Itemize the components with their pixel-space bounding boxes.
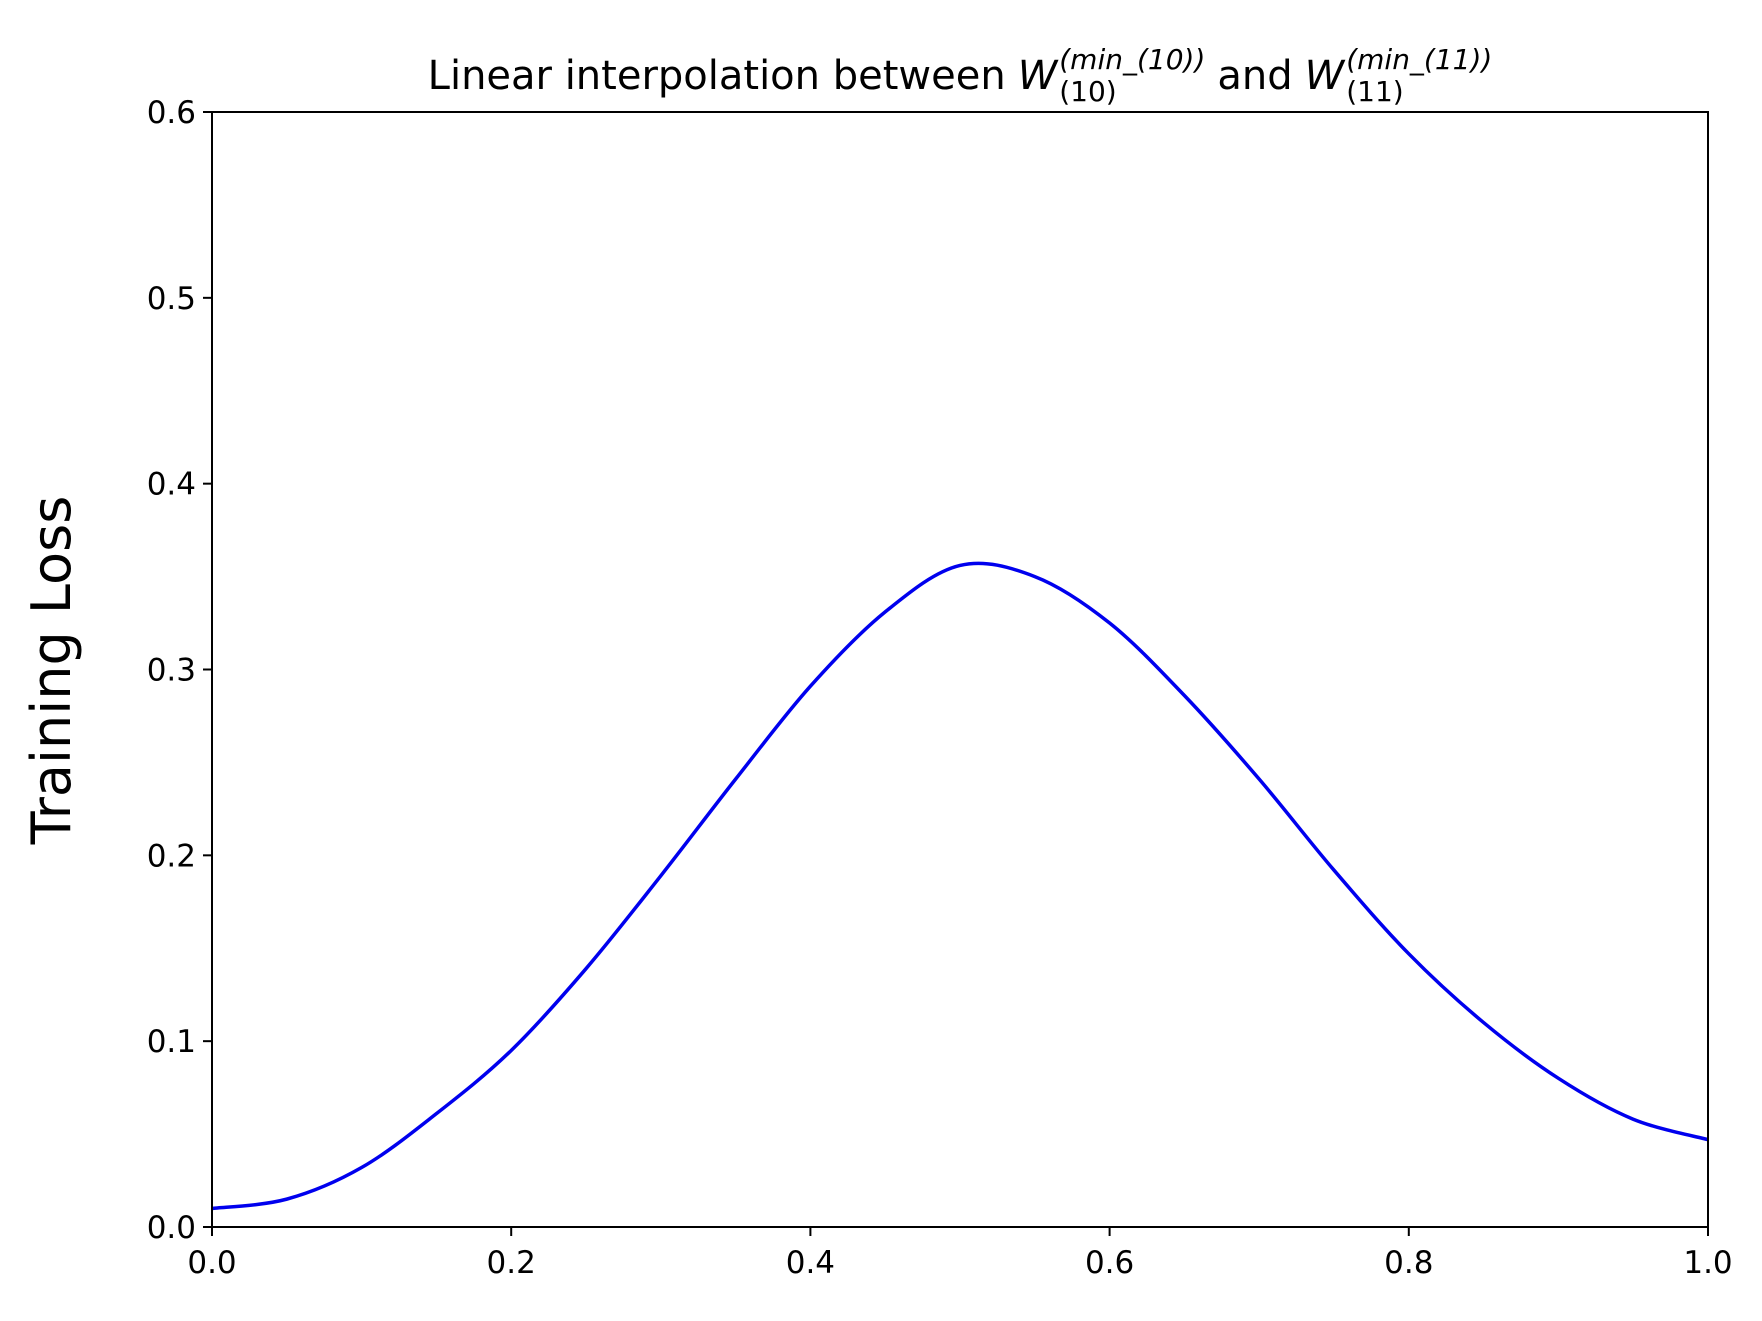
y-axis-label: Training Loss: [20, 496, 83, 846]
title-text: Linear interpolation between: [428, 53, 1006, 99]
line: [211, 561, 1709, 1211]
title-superscript: (min_(11)): [1346, 43, 1492, 76]
x-tick-label: 0.4: [786, 1245, 835, 1281]
x-tick-label: 0.6: [1085, 1245, 1134, 1281]
x-tick-label: 0.8: [1384, 1245, 1433, 1281]
y-tick-label: 0.5: [147, 281, 196, 317]
x-tick-label: 0.0: [187, 1245, 236, 1281]
y-tick-label: 0.3: [147, 653, 196, 689]
title-subscript: (11): [1346, 75, 1403, 108]
plot-frame: [211, 111, 1709, 1228]
title-symbol: W: [1018, 53, 1059, 99]
y-tick-label: 0.4: [147, 467, 196, 503]
title-subscript: (10): [1059, 75, 1116, 108]
y-tick-label: 0.0: [147, 1210, 196, 1246]
title-text: and: [1217, 53, 1292, 99]
y-tick-label: 0.2: [147, 838, 196, 874]
y-tick-label: 0.6: [147, 95, 196, 131]
chart-title: Linear interpolation between W (min_(10))(…: [428, 43, 1493, 108]
x-tick-label: 0.2: [487, 1245, 536, 1281]
title-superscript: (min_(10)): [1059, 43, 1205, 76]
x-tick-label: 1.0: [1683, 1245, 1732, 1281]
y-tick-label: 0.1: [147, 1024, 196, 1060]
title-symbol: W: [1305, 53, 1346, 99]
